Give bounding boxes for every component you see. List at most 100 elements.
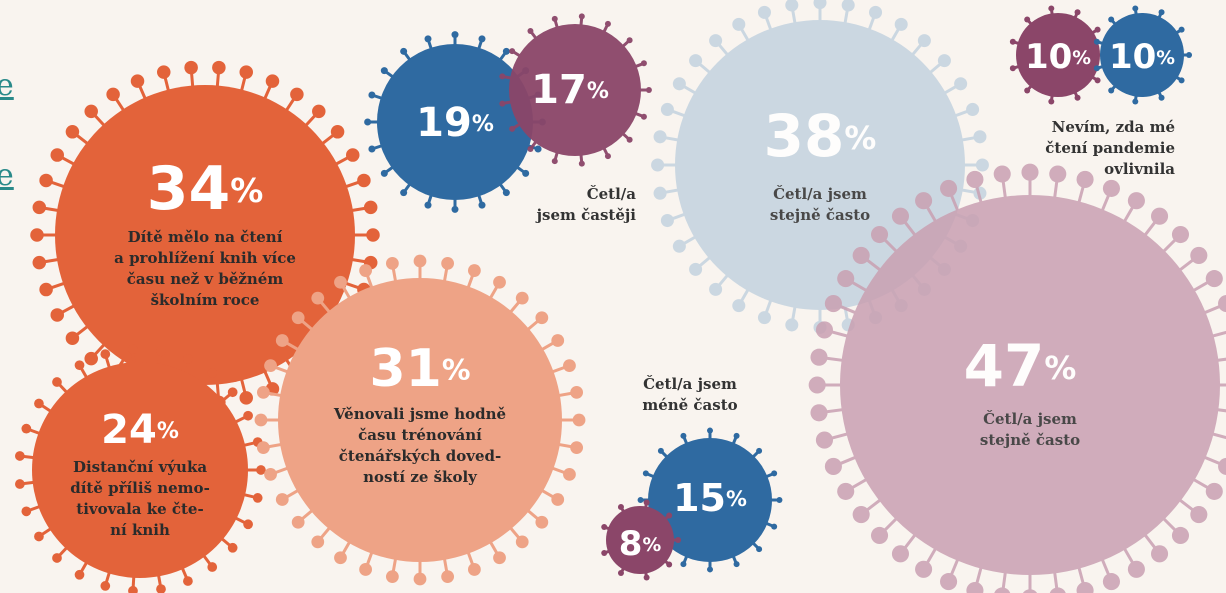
spike-tip (707, 427, 713, 434)
spike-tip (601, 550, 608, 557)
spike-tip (578, 160, 585, 167)
spike-tip (666, 561, 673, 568)
spike-tip (334, 551, 347, 565)
spike-tip (330, 125, 345, 139)
spike-tip (239, 391, 253, 405)
spike-tip (1022, 589, 1038, 593)
spike-tip (1076, 582, 1094, 593)
spike-tip (1218, 457, 1226, 475)
spike-tip (311, 535, 325, 549)
spike-tip (52, 553, 62, 563)
spike-tip (157, 65, 171, 79)
spike-tip (570, 441, 584, 455)
bubble-value: 34% (147, 154, 264, 224)
spike-tip (311, 291, 325, 305)
spike-tip (207, 562, 218, 572)
spike-tip (707, 566, 713, 573)
spike-tip (1108, 16, 1115, 23)
value-unit: % (844, 119, 876, 157)
value-unit: % (1156, 48, 1175, 69)
value-unit: % (1072, 48, 1091, 69)
spike-tip (660, 214, 674, 228)
spike-tip (227, 387, 238, 398)
spike-tip (380, 169, 388, 177)
spike-tip (651, 158, 665, 172)
spike-tip (493, 551, 506, 565)
value-unit: % (726, 487, 747, 511)
link-text[interactable]: e (0, 68, 14, 103)
value-number: 24 (101, 407, 157, 453)
spike-tip (1048, 5, 1055, 12)
spike-tip (265, 74, 280, 88)
spike-tip (184, 60, 198, 75)
bubble-label: stejně často (770, 206, 870, 224)
spike-tip (346, 148, 360, 162)
bubble (1016, 13, 1100, 97)
spike-tip (689, 262, 703, 276)
spike-tip (660, 102, 674, 116)
bubble-label: času než v běžném (127, 270, 284, 288)
spike-tip (689, 54, 703, 68)
spike-tip (563, 468, 576, 481)
bubble (675, 20, 965, 310)
spike-tip (275, 493, 289, 506)
bubble-value: 8% (619, 524, 662, 564)
spike-tip (891, 207, 910, 225)
virus-bubble: 17% (499, 13, 652, 167)
bubble-value: 17% (531, 67, 609, 113)
spike-tip (1024, 16, 1031, 23)
value-unit: % (642, 535, 661, 556)
spike-tip (291, 311, 305, 325)
spike-tip (502, 189, 510, 197)
value-number: 19 (416, 100, 472, 146)
bubble-value: 10% (1025, 37, 1091, 77)
bubble (377, 44, 533, 200)
spike-tip (1021, 163, 1039, 181)
spike-tip (385, 570, 399, 584)
spike-tip (1158, 9, 1165, 16)
bubble-value: 47% (964, 332, 1077, 400)
bubble-label: a prohlížení knih více (114, 249, 296, 267)
spike-tip (252, 493, 263, 503)
bubble (1100, 13, 1184, 97)
spike-tip (1048, 98, 1055, 105)
spike-tip (256, 441, 270, 455)
spike-tip (183, 354, 193, 364)
spike-tip (1190, 246, 1208, 265)
bubble-label: školním roce (151, 291, 260, 309)
spike-tip (813, 0, 827, 10)
spike-tip (413, 254, 427, 268)
caption: Nevím, zda mé (1052, 118, 1175, 136)
bubble (840, 195, 1220, 575)
spike-tip (21, 506, 32, 517)
spike-tip (441, 570, 455, 584)
spike-tip (1178, 77, 1185, 84)
spike-tip (84, 351, 98, 366)
bubble-value: 38% (764, 102, 877, 170)
spike-tip (1150, 545, 1169, 563)
spike-tip (1108, 87, 1115, 94)
spike-tip (357, 173, 371, 188)
value-number: 34 (147, 154, 231, 224)
virus-bubble: 24% Distanční výuka dítě příliš nemo-tivov… (14, 344, 266, 593)
value-unit: % (472, 112, 494, 137)
spike-tip (254, 413, 268, 427)
spike-tip (359, 563, 372, 576)
virus-bubble: 38% Četl/a jsem stejně často (651, 0, 989, 334)
spike-tip (366, 228, 380, 242)
spike-tip (535, 515, 549, 529)
spike-tip (709, 282, 723, 296)
value-unit: % (230, 171, 263, 210)
spike-tip (645, 87, 652, 93)
value-number: 8 (619, 524, 643, 564)
spike-tip (128, 344, 138, 355)
spike-tip (535, 311, 549, 325)
link-text[interactable]: e (0, 158, 14, 193)
spike-tip (509, 125, 516, 132)
spike-tip (14, 451, 25, 461)
bubble-label: čtenářských doved- (339, 447, 501, 465)
spike-tip (563, 359, 576, 372)
spike-tip (239, 65, 253, 79)
spike-tip (640, 60, 647, 67)
bubble (32, 362, 248, 578)
